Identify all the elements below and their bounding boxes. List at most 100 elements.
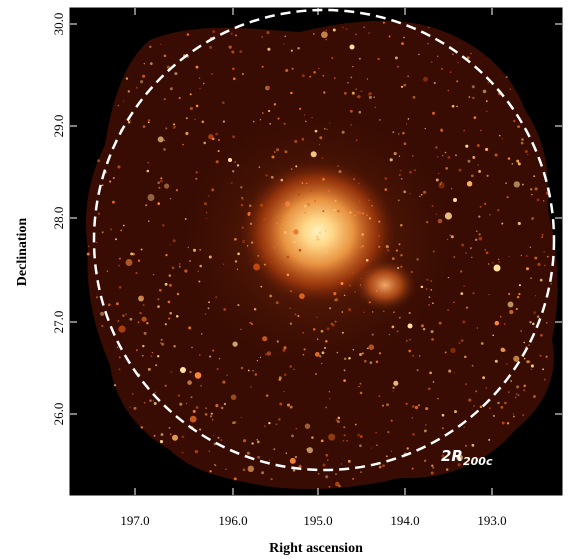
- point-source: [529, 321, 532, 324]
- point-source: [485, 251, 489, 255]
- point-source: [386, 248, 390, 252]
- point-source: [303, 348, 306, 351]
- point-source: [97, 212, 100, 215]
- point-source: [96, 241, 98, 244]
- point-source: [198, 77, 201, 79]
- point-source: [256, 440, 260, 444]
- point-source: [368, 199, 370, 202]
- point-source: [274, 229, 277, 231]
- point-source: [335, 419, 338, 422]
- point-source: [329, 398, 331, 400]
- point-source: [212, 349, 215, 352]
- point-source: [187, 380, 192, 385]
- point-source: [516, 385, 520, 389]
- point-source: [323, 346, 327, 349]
- point-source: [324, 229, 327, 232]
- point-source: [208, 195, 210, 197]
- point-source: [184, 218, 187, 220]
- point-source: [212, 434, 215, 437]
- point-source: [115, 302, 119, 306]
- point-source: [273, 247, 276, 249]
- point-source: [542, 200, 545, 202]
- point-source: [532, 322, 535, 326]
- point-source: [523, 389, 526, 392]
- point-source: [508, 391, 510, 393]
- point-source: [437, 398, 439, 400]
- point-source: [325, 406, 328, 409]
- point-source: [282, 348, 286, 352]
- point-source: [241, 196, 244, 199]
- point-source: [279, 402, 283, 406]
- point-source: [516, 295, 520, 299]
- point-source: [441, 154, 444, 157]
- point-source: [526, 360, 530, 364]
- point-source: [129, 317, 133, 321]
- point-source: [247, 211, 251, 215]
- point-source: [352, 477, 355, 480]
- y-tick-label: 27.0: [51, 311, 66, 334]
- point-source: [472, 96, 475, 100]
- point-source: [329, 307, 332, 310]
- point-source: [453, 301, 455, 303]
- point-source: [482, 376, 486, 380]
- point-source: [471, 256, 473, 259]
- point-source: [208, 134, 214, 140]
- point-source: [322, 74, 325, 77]
- point-source: [216, 367, 219, 371]
- point-source: [432, 250, 435, 253]
- point-source: [350, 124, 352, 126]
- point-source: [143, 63, 145, 65]
- point-source: [189, 93, 192, 96]
- point-source: [147, 367, 151, 371]
- point-source: [198, 354, 201, 356]
- point-source: [513, 119, 516, 123]
- point-source: [286, 403, 291, 407]
- point-source: [115, 238, 117, 241]
- point-source: [172, 434, 178, 441]
- point-source: [309, 276, 313, 280]
- point-source: [428, 296, 431, 298]
- point-source: [203, 202, 208, 206]
- point-source: [290, 91, 293, 95]
- point-source: [283, 231, 287, 235]
- point-source: [169, 244, 172, 246]
- point-source: [441, 413, 445, 417]
- point-source: [448, 369, 452, 373]
- point-source: [257, 455, 261, 459]
- point-source: [149, 62, 153, 65]
- point-source: [264, 353, 268, 356]
- point-source: [417, 404, 421, 407]
- point-source: [334, 299, 336, 302]
- point-source: [306, 447, 313, 454]
- point-source: [195, 177, 198, 180]
- point-source: [350, 109, 353, 113]
- point-source: [478, 170, 481, 173]
- point-source: [366, 347, 369, 350]
- point-source: [359, 444, 362, 448]
- point-source: [368, 217, 371, 220]
- y-tick-label: 29.0: [51, 115, 66, 138]
- point-source: [310, 151, 317, 158]
- point-source: [335, 473, 337, 476]
- point-source: [286, 273, 290, 277]
- point-source: [176, 315, 179, 318]
- point-source: [411, 417, 414, 419]
- point-source: [265, 394, 269, 397]
- point-source: [431, 111, 436, 115]
- point-source: [530, 368, 532, 371]
- point-source: [185, 402, 188, 405]
- point-source: [534, 295, 537, 297]
- point-source: [327, 459, 329, 461]
- point-source: [112, 200, 115, 204]
- point-source: [337, 420, 340, 423]
- point-source: [269, 294, 273, 298]
- point-source: [87, 245, 90, 248]
- point-source: [197, 270, 199, 272]
- point-source: [486, 174, 489, 177]
- point-source: [425, 288, 428, 290]
- point-source: [300, 211, 304, 215]
- point-source: [257, 255, 259, 257]
- point-source: [385, 245, 389, 249]
- point-source: [378, 352, 382, 355]
- point-source: [436, 155, 439, 158]
